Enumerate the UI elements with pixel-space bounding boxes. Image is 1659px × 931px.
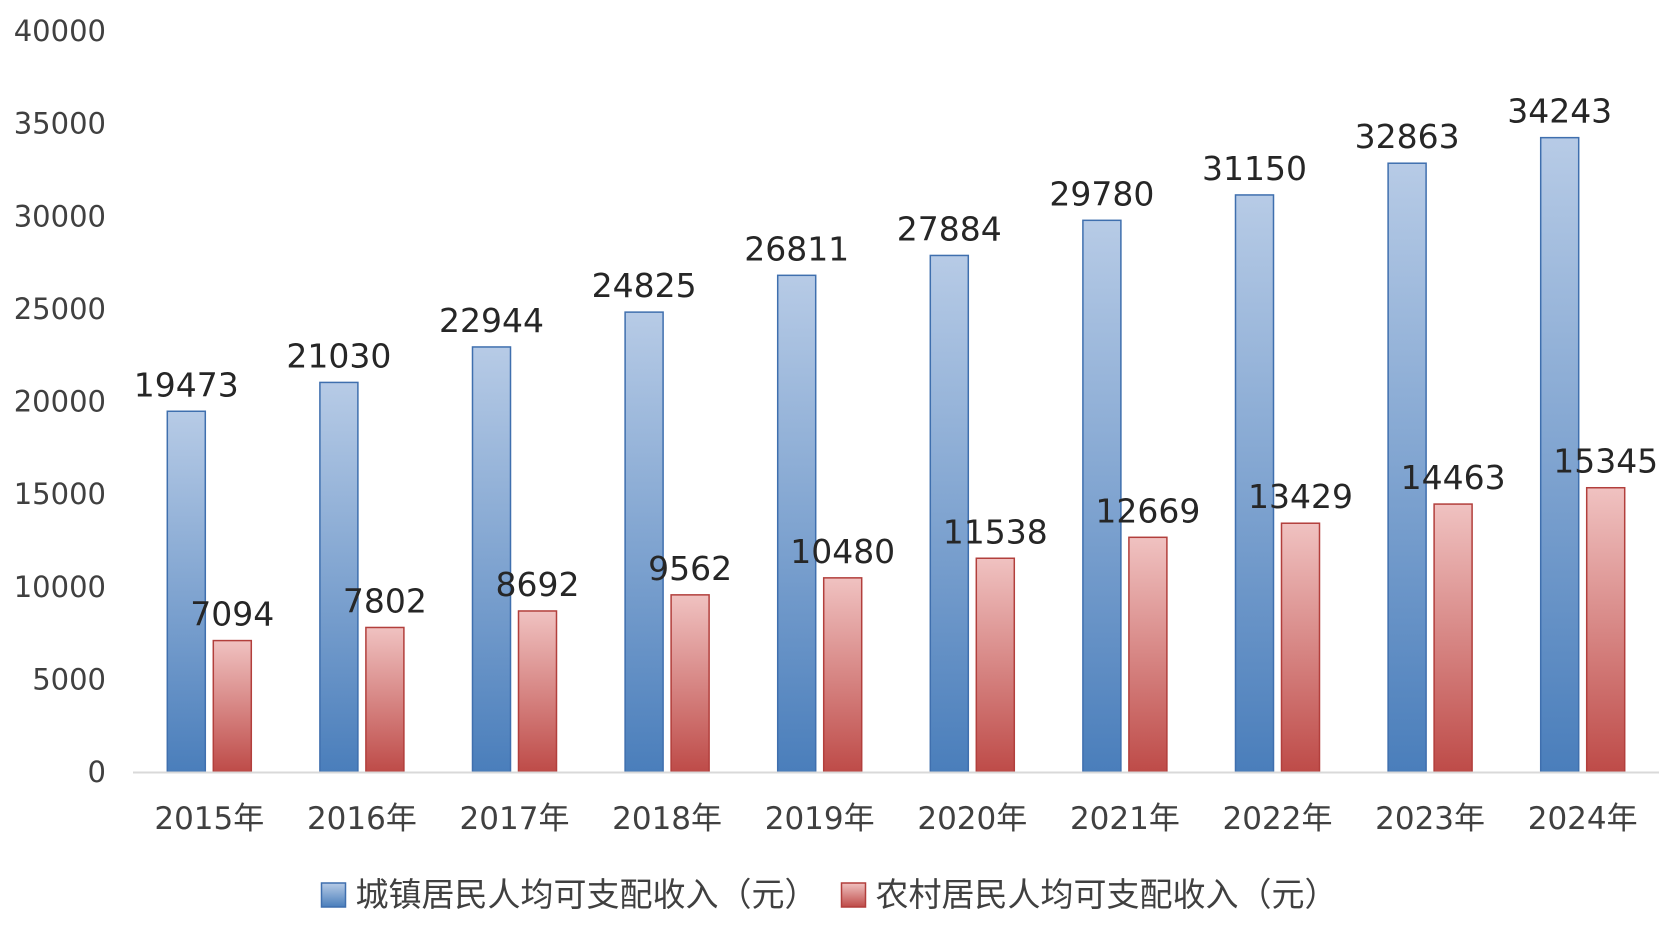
legend-label: 农村居民人均可支配收入（元）: [876, 875, 1338, 914]
data-label: 22944: [439, 301, 544, 340]
y-axis: 0 5000 10000 15000 20000 25000 30000 35000 40000: [14, 14, 106, 789]
legend-entry: 农村居民人均可支配收入（元）: [840, 875, 1338, 914]
data-label: 8692: [496, 565, 580, 604]
data-label: 19473: [134, 365, 239, 404]
urban-income-bar: [1082, 219, 1122, 773]
rural-income-bar: [517, 610, 558, 773]
rural-income-bar: [1585, 486, 1626, 773]
x-tick-label: 2018年: [612, 801, 722, 837]
data-label: 12669: [1095, 491, 1200, 530]
x-tick-label: 2015年: [154, 801, 264, 837]
urban-income-bar: [624, 311, 664, 773]
x-axis: 2015年 2016年 2017年 2018年 2019年 2020年 2021年 2022年…: [133, 771, 1659, 837]
y-tick-label: 10000: [14, 570, 106, 604]
data-label: 13429: [1248, 477, 1353, 516]
x-tick-label: 2017年: [460, 801, 570, 837]
rural-income-bar: [670, 594, 710, 773]
data-label: 21030: [286, 336, 391, 375]
y-tick-label: 15000: [14, 477, 106, 511]
urban-income-bar: [1234, 194, 1275, 773]
x-tick-label: 2019年: [765, 801, 875, 837]
rural-income-bar: [212, 639, 253, 773]
data-label: 32863: [1355, 117, 1460, 156]
urban-income-bar: [776, 274, 817, 773]
y-tick-label: 30000: [14, 199, 106, 233]
data-label: 31150: [1202, 149, 1307, 188]
data-label: 24825: [592, 266, 697, 305]
data-label: 14463: [1401, 458, 1506, 497]
urban-income-bar: [319, 381, 359, 773]
rural-income-bar: [1280, 522, 1321, 773]
data-label: 29780: [1049, 174, 1154, 213]
data-label: 27884: [897, 209, 1002, 248]
data-label: 7802: [343, 581, 427, 620]
legend-label: 城镇居民人均可支配收入（元）: [356, 875, 818, 914]
data-label: 34243: [1507, 92, 1612, 131]
data-label: 7094: [190, 595, 274, 634]
x-tick-label: 2016年: [307, 801, 417, 837]
rural-income-bar: [1128, 536, 1168, 773]
rural-income-bar: [975, 557, 1016, 773]
y-tick-label: 20000: [14, 385, 106, 419]
legend-swatch: [840, 882, 867, 908]
x-tick-label: 2023年: [1375, 801, 1485, 837]
rural-income-bar: [822, 577, 863, 773]
urban-income-bar: [166, 410, 207, 773]
legend-entry: 城镇居民人均可支配收入（元）: [320, 875, 818, 914]
y-tick-label: 35000: [14, 107, 106, 141]
urban-income-bar: [471, 346, 512, 773]
x-tick-label: 2022年: [1223, 801, 1333, 837]
x-tick-label: 2021年: [1070, 801, 1180, 837]
y-tick-label: 25000: [14, 292, 106, 326]
rural-income-bar: [365, 626, 405, 773]
urban-income-bar: [929, 254, 970, 773]
data-label: 26811: [744, 229, 849, 268]
urban-income-bar: [1387, 162, 1427, 773]
data-label: 11538: [943, 512, 1048, 551]
data-label: 10480: [790, 532, 895, 571]
x-tick-label: 2020年: [917, 801, 1027, 837]
bars: 19473 7094 21030 7802 22944 8692 24825 9562 2681…: [134, 92, 1658, 773]
data-label: 15345: [1553, 442, 1658, 481]
x-tick-label: 2024年: [1528, 801, 1638, 837]
y-tick-label: 5000: [32, 662, 106, 696]
legend-swatch: [320, 882, 347, 908]
y-tick-label: 0: [88, 755, 106, 789]
legend: 城镇居民人均可支配收入（元） 农村居民人均可支配收入（元）: [320, 875, 1338, 914]
y-tick-label: 40000: [14, 14, 106, 48]
rural-income-bar: [1433, 503, 1473, 773]
data-label: 9562: [648, 549, 732, 588]
